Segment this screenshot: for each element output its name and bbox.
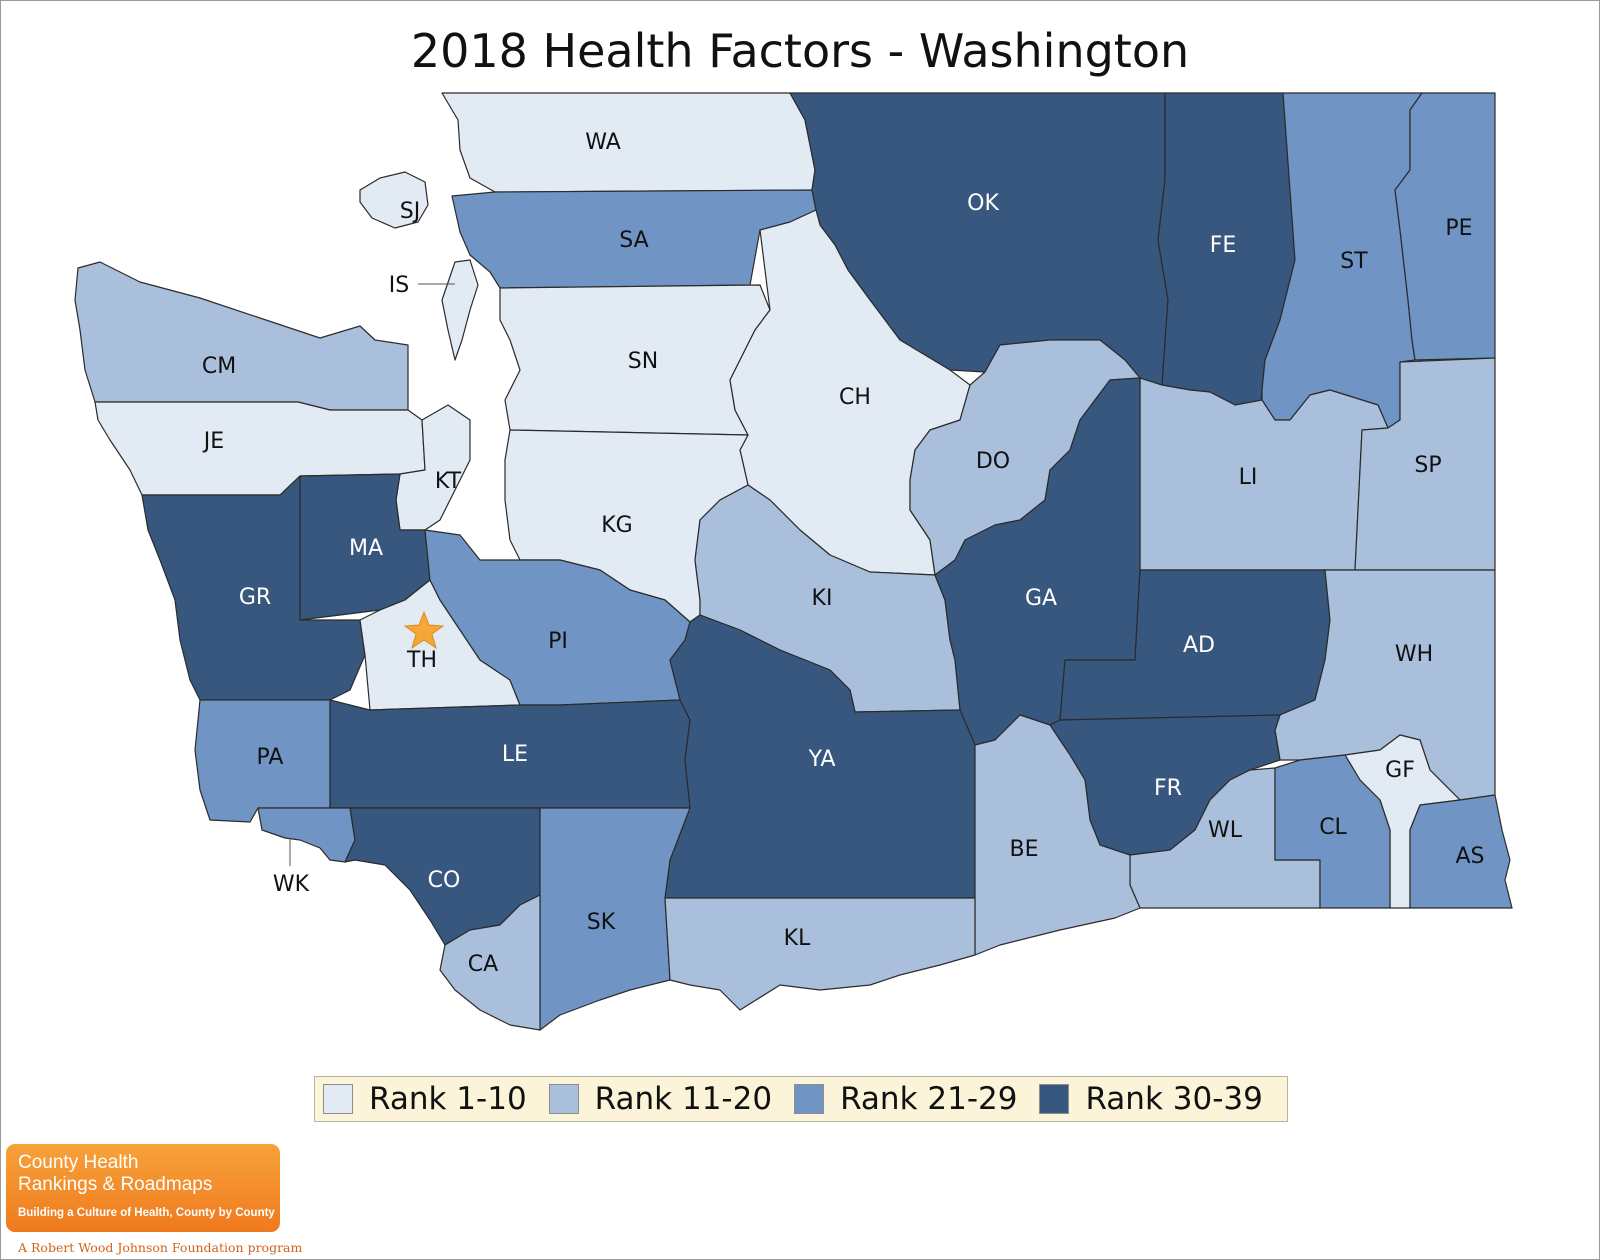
county-SA[interactable]	[451, 189, 817, 289]
label-YA: YA	[808, 747, 836, 772]
legend-item-rank-11-20: Rank 11-20	[548, 1081, 773, 1117]
logo-tagline: Building a Culture of Health, County by …	[18, 1207, 275, 1219]
legend-item-rank-30-39: Rank 30-39	[1039, 1081, 1263, 1117]
label-MA: MA	[349, 536, 383, 561]
label-KL: KL	[784, 926, 811, 951]
county-KL[interactable]	[664, 897, 976, 1011]
label-SN: SN	[628, 349, 658, 374]
map-title: 2018 Health Factors - Washington	[410, 24, 1190, 78]
star-icon	[403, 610, 445, 650]
label-WA: WA	[585, 130, 621, 155]
label-AS: AS	[1455, 844, 1484, 869]
label-CA: CA	[468, 952, 498, 977]
label-LE: LE	[502, 742, 528, 767]
legend-swatch	[323, 1084, 353, 1114]
label-SA: SA	[619, 228, 648, 253]
legend-label: Rank 30-39	[1085, 1081, 1263, 1117]
label-KI: KI	[812, 586, 833, 611]
county-PE[interactable]	[1394, 92, 1496, 361]
label-KG: KG	[601, 513, 632, 538]
county-LI[interactable]	[1139, 377, 1389, 571]
county-KT[interactable]	[395, 404, 471, 531]
legend-item-rank-21-29: Rank 21-29	[794, 1081, 1017, 1117]
label-JE: JE	[202, 429, 224, 454]
label-WH: WH	[1395, 642, 1433, 667]
county-SK[interactable]	[539, 807, 691, 1031]
logo-line-2: Rankings & Roadmaps	[18, 1174, 213, 1195]
label-KT: KT	[435, 469, 462, 494]
label-PI: PI	[548, 629, 568, 654]
county-CL[interactable]	[1274, 754, 1391, 909]
county-health-rankings-logo: County Health Rankings & Roadmaps Buildi…	[6, 1144, 280, 1232]
legend-label: Rank 11-20	[594, 1081, 773, 1117]
washington-map: WA SJ IS SA OK FE ST PE CM JE SN CH DO L…	[74, 92, 1513, 1031]
label-FR: FR	[1154, 776, 1182, 801]
rwjf-program-credit: A Robert Wood Johnson Foundation program	[18, 1240, 303, 1255]
county-CA[interactable]	[439, 894, 541, 1031]
label-GR: GR	[239, 585, 271, 610]
label-PE: PE	[1445, 216, 1472, 241]
label-SP: SP	[1414, 453, 1441, 478]
legend-swatch	[548, 1084, 579, 1114]
label-GF: GF	[1385, 758, 1415, 783]
legend-label: Rank 21-29	[840, 1081, 1018, 1117]
label-WK: WK	[273, 872, 310, 897]
county-CM[interactable]	[74, 261, 409, 411]
label-CM: CM	[202, 354, 236, 379]
label-CO: CO	[428, 868, 461, 893]
label-LI: LI	[1239, 465, 1258, 490]
label-IS: IS	[389, 273, 409, 298]
label-CL: CL	[1319, 815, 1347, 840]
label-ST: ST	[1340, 249, 1368, 274]
county-WA[interactable]	[441, 92, 816, 193]
label-SJ: SJ	[400, 199, 420, 224]
label-TH: TH	[406, 648, 437, 673]
label-OK: OK	[967, 191, 999, 216]
label-CH: CH	[839, 385, 871, 410]
label-GA: GA	[1025, 586, 1057, 611]
label-DO: DO	[976, 449, 1010, 474]
county-SP[interactable]	[1354, 357, 1496, 571]
county-WK[interactable]	[257, 807, 356, 863]
legend-label: Rank 1-10	[369, 1081, 527, 1117]
map-legend: Rank 1-10 Rank 11-20 Rank 21-29 Rank 30-…	[314, 1076, 1288, 1122]
label-AD: AD	[1183, 633, 1215, 658]
label-WL: WL	[1208, 818, 1243, 843]
label-BE: BE	[1010, 837, 1039, 862]
county-AS[interactable]	[1409, 794, 1513, 909]
label-PA: PA	[257, 745, 284, 770]
legend-swatch	[1039, 1084, 1070, 1114]
legend-item-rank-1-10: Rank 1-10	[323, 1081, 527, 1117]
county-IS[interactable]	[441, 259, 479, 361]
logo-line-1: County Health	[18, 1152, 139, 1173]
county-SJ[interactable]	[359, 171, 429, 229]
legend-swatch	[794, 1084, 825, 1114]
county-BE[interactable]	[974, 714, 1141, 956]
label-FE: FE	[1210, 233, 1237, 258]
label-SK: SK	[587, 910, 616, 935]
